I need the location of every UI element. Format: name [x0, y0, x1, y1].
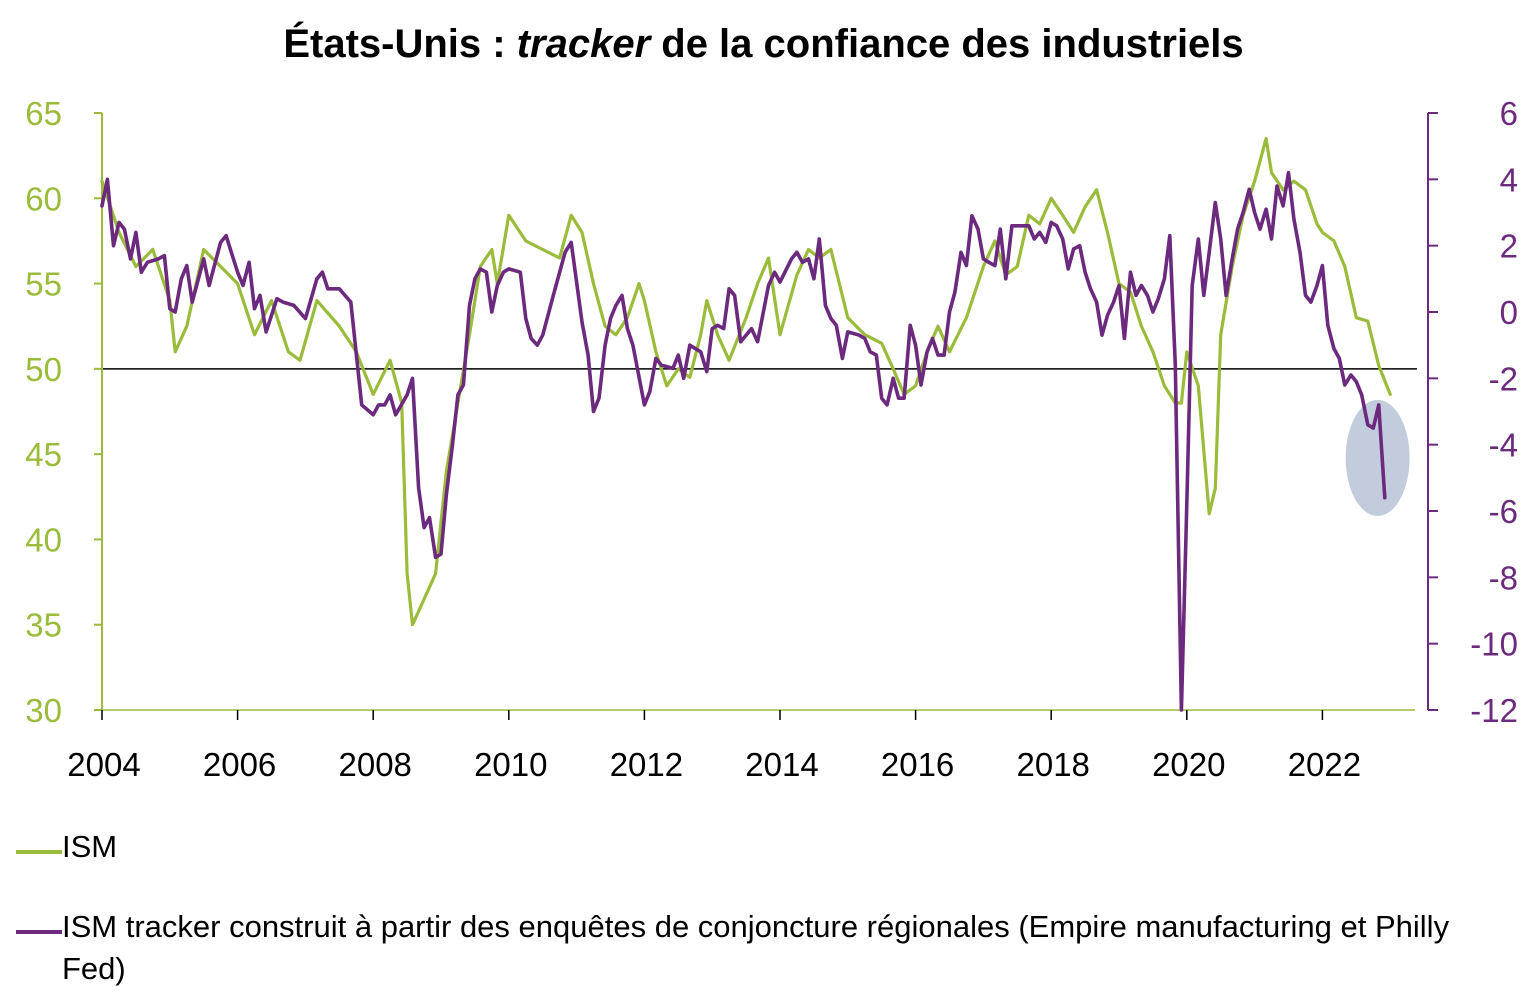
right-tick-label: 2: [1500, 228, 1518, 265]
left-tick-label: 40: [25, 521, 62, 558]
legend-item-tracker: ISM tracker construit à partir des enquê…: [16, 906, 1512, 990]
series-line-ism: [100, 137, 1392, 627]
x-tick-label: 2004: [67, 746, 140, 783]
x-tick-label: 2010: [474, 746, 547, 783]
legend-swatch-ism: [16, 850, 62, 854]
right-tick-label: -6: [1489, 493, 1518, 530]
left-tick-label: 45: [25, 436, 62, 473]
right-tick-label: -10: [1470, 626, 1518, 663]
x-tick-label: 2018: [1016, 746, 1089, 783]
legend-item-ism: ISM: [16, 826, 1512, 868]
x-tick-label: 2012: [610, 746, 683, 783]
x-tick-label: 2014: [745, 746, 818, 783]
highlight-ellipse: [1345, 399, 1410, 516]
left-tick-label: 35: [25, 607, 62, 644]
right-tick-label: -4: [1489, 427, 1518, 464]
series-lines: [100, 137, 1392, 712]
left-tick-label: 50: [25, 351, 62, 388]
legend-label-ism: ISM: [62, 829, 118, 864]
right-tick-label: -2: [1489, 360, 1518, 397]
title-italic: tracker: [516, 22, 651, 66]
x-tick-label: 2008: [338, 746, 411, 783]
right-tick-label: 6: [1500, 95, 1518, 132]
series-line-ism-tracker: [100, 170, 1387, 712]
legend-label-tracker: ISM tracker construit à partir des enquê…: [62, 909, 1450, 986]
x-tick-label: 2020: [1152, 746, 1225, 783]
right-tick-label: -8: [1489, 559, 1518, 596]
left-tick-label: 30: [25, 692, 62, 729]
chart-title: États-Unis : tracker de la confiance des…: [0, 22, 1527, 67]
legend-swatch-tracker: [16, 930, 62, 934]
title-part2: de la confiance des industriels: [650, 22, 1244, 66]
x-tick-label: 2006: [203, 746, 276, 783]
plot-area: [102, 368, 1417, 516]
chart-plot: 65 60 55 50 45 40 35 30 6 4 2 0 -2 -4 -6 -8 -10 -12 2004 20…: [25, 95, 1518, 783]
right-tick-label: -12: [1470, 692, 1518, 729]
right-tick-label: 0: [1500, 294, 1518, 331]
left-tick-label: 65: [25, 95, 62, 132]
right-tick-label: 4: [1500, 161, 1518, 198]
x-tick-label: 2022: [1288, 746, 1361, 783]
x-tick-label: 2016: [881, 746, 954, 783]
left-tick-label: 60: [25, 180, 62, 217]
left-tick-label: 55: [25, 266, 62, 303]
title-part1: États-Unis :: [283, 22, 517, 66]
axes: 65 60 55 50 45 40 35 30 6 4 2 0 -2 -4 -6 -8 -10 -12 2004 20…: [25, 95, 1518, 783]
